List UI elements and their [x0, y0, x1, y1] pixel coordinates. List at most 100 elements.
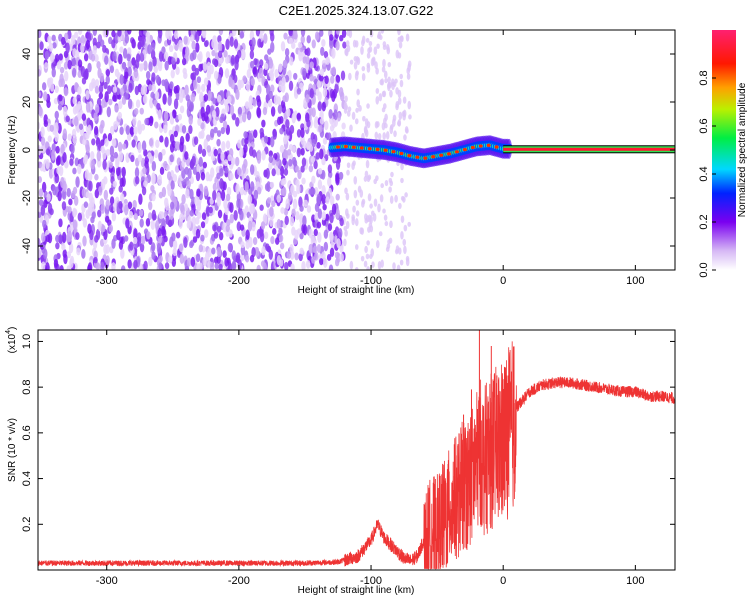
heatmap-cell: [299, 205, 304, 212]
heatmap-cell: [311, 39, 316, 49]
heatmap-cell: [423, 156, 428, 160]
heatmap-cell: [321, 157, 326, 166]
heatmap-cell: [191, 64, 196, 72]
heatmap-cell: [174, 43, 179, 51]
heatmap-cell: [300, 30, 306, 37]
heatmap-cell: [329, 212, 334, 224]
heatmap-cell: [356, 88, 360, 96]
heatmap-cell: [38, 91, 41, 98]
heatmap-x-label: Height of straight line (km): [298, 285, 415, 296]
heatmap-cell: [367, 193, 372, 202]
heatmap-cell: [285, 119, 290, 129]
heatmap-cell: [368, 222, 373, 228]
heatmap-cell: [189, 52, 195, 62]
x-tick-label: -200: [228, 575, 250, 587]
heatmap-cell: [92, 37, 97, 47]
snr-y-ticks: 0.2 0.4 0.6 0.8 1.0: [21, 334, 675, 532]
heatmap-cell: [339, 34, 344, 42]
heatmap-cell: [102, 30, 108, 38]
heatmap-cell: [398, 202, 402, 210]
x-tick-label: -100: [360, 275, 382, 287]
heatmap-cell: [142, 94, 148, 105]
heatmap-cell: [127, 59, 132, 69]
heatmap-cell: [164, 136, 169, 148]
heatmap-cell: [59, 264, 64, 270]
heatmap-cell: [300, 147, 305, 156]
heatmap-cell: [405, 255, 410, 262]
heatmap-cell: [104, 91, 109, 103]
heatmap-cell: [81, 113, 87, 121]
heatmap-cell: [71, 58, 77, 67]
heatmap-cell: [126, 132, 132, 141]
heatmap-cell: [391, 81, 395, 91]
heatmap-cell: [331, 48, 336, 59]
heatmap-cell: [222, 120, 228, 130]
heatmap-cell: [184, 84, 189, 96]
heatmap-cell: [117, 53, 123, 65]
heatmap-cell: [168, 45, 174, 53]
heatmap-cell: [240, 48, 246, 60]
y-tick-label: 0.8: [21, 379, 33, 394]
heatmap-cell: [118, 200, 123, 210]
heatmap-cell: [371, 261, 375, 268]
heatmap-cell: [237, 106, 243, 115]
heatmap-cell: [282, 95, 287, 103]
heatmap-cell: [201, 30, 207, 39]
heatmap-cell: [104, 138, 109, 147]
heatmap-cell: [94, 173, 99, 181]
heatmap-cell: [251, 221, 256, 232]
heatmap-cell: [239, 147, 244, 158]
heatmap-cell: [261, 150, 266, 161]
heatmap-cell: [189, 34, 195, 42]
heatmap-cell: [400, 35, 404, 43]
heatmap-cell: [164, 60, 169, 71]
heatmap-cell: [268, 150, 273, 157]
heatmap-cell: [195, 208, 200, 216]
heatmap-cell: [397, 89, 402, 99]
heatmap-cell: [179, 253, 185, 264]
heatmap-cell: [111, 262, 116, 270]
heatmap-cell: [216, 255, 221, 264]
heatmap-cell: [141, 140, 147, 151]
heatmap-cell: [157, 63, 163, 72]
heatmap-cell: [205, 51, 211, 59]
heatmap-cell: [183, 35, 188, 45]
heatmap-cell: [94, 54, 99, 63]
heatmap-cell: [323, 50, 329, 59]
heatmap-cell: [397, 119, 402, 127]
heatmap-cell: [400, 177, 404, 184]
heatmap-cell: [144, 156, 150, 165]
heatmap-cell: [263, 33, 268, 44]
heatmap-cell: [139, 242, 145, 253]
heatmap-cell: [201, 83, 206, 93]
heatmap-cell: [211, 247, 216, 255]
heatmap-cell: [171, 57, 176, 65]
heatmap-cell: [383, 148, 388, 152]
heatmap-cell: [119, 87, 125, 97]
heatmap-cell: [143, 60, 148, 72]
heatmap-cell: [249, 254, 255, 263]
heatmap-cell: [400, 195, 405, 201]
heatmap-cell: [108, 161, 114, 169]
heatmap-cell: [324, 75, 329, 85]
heatmap-cell: [233, 39, 239, 49]
colorbar-ticks: 0.0 0.2 0.4 0.6 0.8: [698, 70, 716, 278]
heatmap-cell: [146, 78, 151, 86]
heatmap-cell: [319, 258, 324, 266]
heatmap-cell: [49, 83, 55, 92]
heatmap-cell: [90, 159, 96, 170]
heatmap-cell: [121, 143, 127, 150]
x-tick-label: 100: [626, 575, 644, 587]
heatmap-cell: [336, 238, 341, 249]
heatmap-cell: [172, 174, 178, 183]
heatmap-cell: [84, 70, 89, 81]
heatmap-cell: [299, 232, 304, 240]
heatmap-cell: [312, 245, 318, 254]
heatmap-cell: [328, 264, 334, 270]
heatmap-cell: [203, 40, 209, 48]
heatmap-cell: [165, 215, 170, 225]
heatmap-cell: [343, 106, 348, 114]
heatmap-cell: [138, 209, 144, 217]
heatmap-cell: [245, 229, 250, 240]
heatmap-cell: [216, 138, 221, 147]
